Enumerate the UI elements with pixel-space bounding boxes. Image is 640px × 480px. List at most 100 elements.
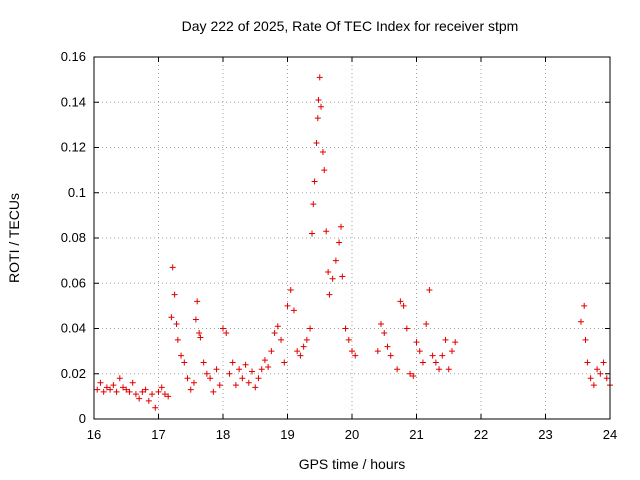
data-point: [142, 386, 149, 393]
data-point: [229, 359, 236, 366]
data-point: [419, 359, 426, 366]
data-point: [582, 336, 589, 343]
data-point: [173, 320, 180, 327]
data-point: [126, 388, 133, 395]
data-point: [216, 382, 223, 389]
data-point: [161, 391, 168, 398]
data-point: [132, 391, 139, 398]
data-point: [339, 273, 346, 280]
data-point: [429, 352, 436, 359]
data-point: [200, 359, 207, 366]
data-point: [152, 404, 159, 411]
data-point: [165, 393, 172, 400]
data-point: [587, 375, 594, 382]
data-point: [318, 103, 325, 110]
data-point: [171, 291, 178, 298]
data-point: [426, 287, 433, 294]
data-point: [178, 352, 185, 359]
data-point: [120, 384, 127, 391]
y-tick-label: 0.02: [61, 366, 86, 381]
data-point: [319, 149, 326, 156]
data-point: [311, 178, 318, 185]
data-point: [278, 336, 285, 343]
data-point: [294, 348, 301, 355]
data-point: [281, 359, 288, 366]
data-point: [169, 264, 176, 271]
data-point: [416, 348, 423, 355]
x-tick-label: 19: [280, 427, 294, 442]
data-point: [303, 336, 310, 343]
x-tick-label: 17: [151, 427, 165, 442]
data-point: [213, 366, 220, 373]
y-tick-label: 0.06: [61, 275, 86, 290]
data-point: [309, 230, 316, 237]
x-tick-label: 23: [538, 427, 552, 442]
data-point: [413, 339, 420, 346]
data-point: [597, 370, 604, 377]
y-tick-label: 0.1: [68, 185, 86, 200]
data-point: [307, 325, 314, 332]
y-tick-label: 0.08: [61, 230, 86, 245]
data-point: [245, 379, 252, 386]
y-axis-label: ROTI / TECUs: [6, 193, 22, 283]
data-point: [268, 348, 275, 355]
data-point: [129, 379, 136, 386]
x-tick-label: 21: [409, 427, 423, 442]
data-point: [345, 336, 352, 343]
data-point: [265, 363, 272, 370]
grid: [94, 57, 610, 419]
data-point: [284, 302, 291, 309]
y-tick-label: 0: [79, 411, 86, 426]
data-point: [329, 275, 336, 282]
data-point: [452, 339, 459, 346]
data-point: [432, 359, 439, 366]
data-point: [194, 298, 201, 305]
data-point: [110, 382, 117, 389]
data-point: [220, 325, 226, 332]
data-point: [407, 370, 414, 377]
data-point: [168, 314, 175, 321]
data-point: [342, 325, 349, 332]
data-point: [196, 330, 203, 337]
data-point: [107, 386, 114, 393]
data-point: [242, 361, 249, 368]
data-point: [594, 366, 601, 373]
y-tick-label: 0.04: [61, 321, 86, 336]
data-point: [261, 357, 268, 364]
data-point: [397, 298, 404, 305]
data-point: [249, 368, 256, 375]
data-point: [381, 330, 388, 337]
data-point: [590, 382, 597, 389]
data-point: [400, 302, 407, 309]
data-point: [197, 334, 204, 341]
data-point: [374, 348, 381, 355]
data-point: [410, 373, 417, 380]
data-point: [139, 388, 146, 395]
data-point: [210, 388, 217, 395]
data-point: [226, 370, 233, 377]
data-point: [207, 375, 214, 382]
data-point: [116, 375, 123, 382]
data-point: [603, 375, 610, 382]
data-point: [97, 379, 104, 386]
data-point: [577, 318, 584, 325]
x-tick-label: 20: [345, 427, 359, 442]
data-points: [94, 74, 613, 411]
y-tick-label: 0.12: [61, 140, 86, 155]
data-point: [158, 384, 165, 391]
data-point: [181, 359, 188, 366]
data-point: [423, 320, 430, 327]
data-point: [584, 359, 591, 366]
data-point: [94, 386, 101, 393]
data-point: [103, 384, 110, 391]
data-point: [274, 323, 281, 330]
x-axis-label: GPS time / hours: [299, 456, 406, 472]
data-point: [325, 268, 332, 275]
data-point: [436, 366, 443, 373]
x-tick-label: 22: [474, 427, 488, 442]
axis-ticks: 16 17 18 19 20 21 22 23 24 0 0.02 0.04 0.06 0.08 0.1 0.…: [61, 49, 618, 442]
data-point: [581, 302, 588, 309]
data-point: [338, 223, 345, 230]
data-point: [439, 352, 446, 359]
data-point: [445, 366, 452, 373]
